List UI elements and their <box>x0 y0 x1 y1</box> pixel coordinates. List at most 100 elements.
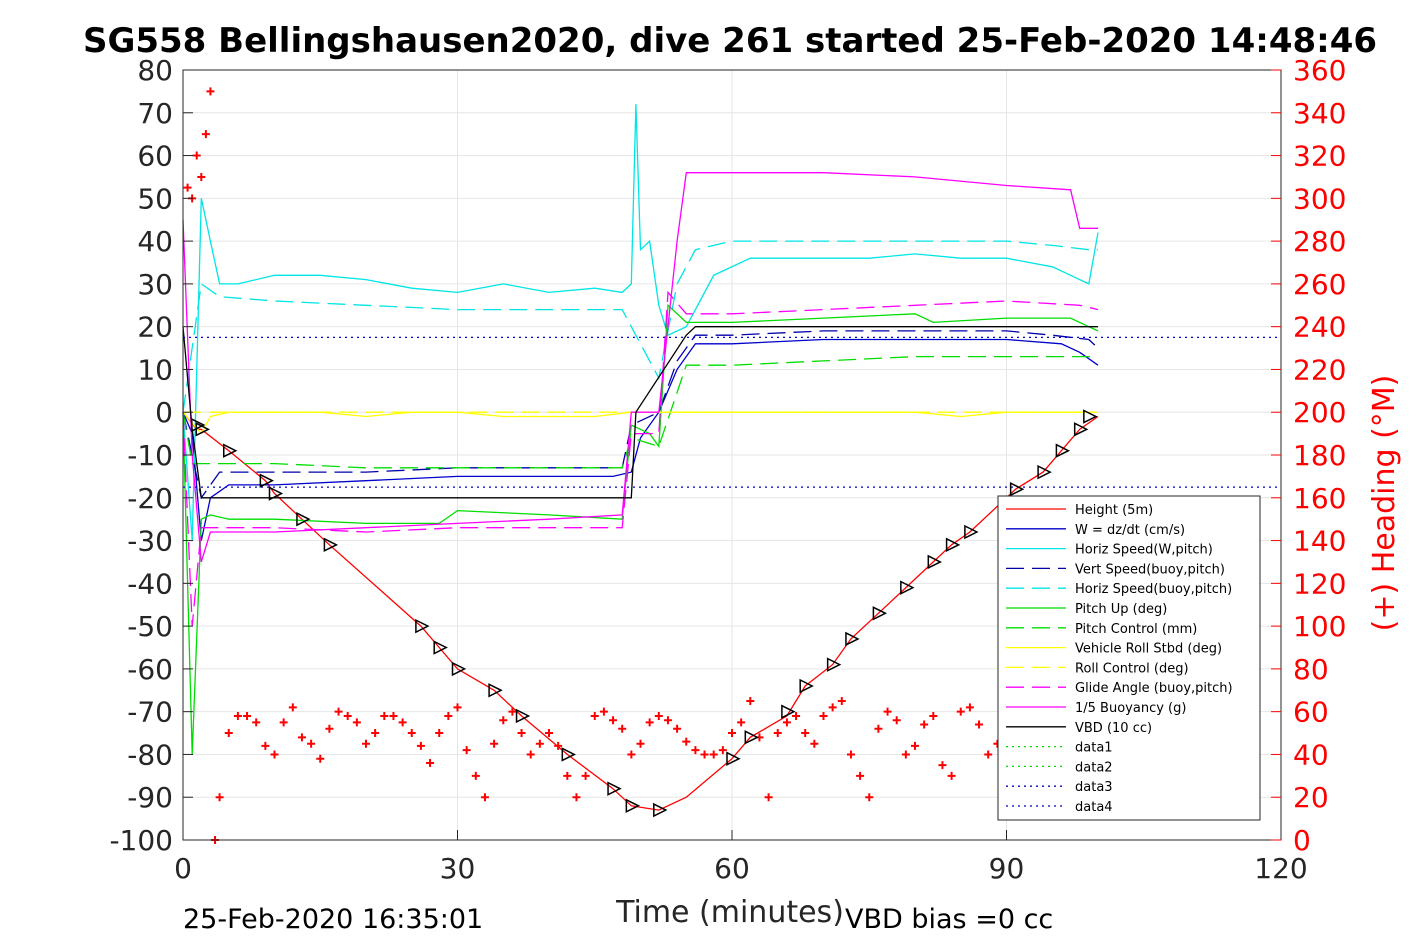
height-marker <box>433 640 448 655</box>
heading-point <box>233 711 242 720</box>
heading-point <box>307 739 316 748</box>
height-marker <box>872 606 888 621</box>
heading-point <box>343 711 352 720</box>
heading-point <box>407 729 416 738</box>
heading-point <box>352 718 361 727</box>
footer-vbd-bias: VBD bias =0 cc <box>845 904 1053 935</box>
height-marker <box>190 417 206 433</box>
heading-point <box>288 703 297 712</box>
legend-label: Height (5m) <box>1075 503 1153 518</box>
y-right-tick-label: 180 <box>1293 439 1346 472</box>
height-marker <box>1073 422 1089 437</box>
series-line <box>182 355 1098 469</box>
heading-point <box>371 729 380 738</box>
heading-series <box>183 87 1038 844</box>
heading-point <box>911 741 919 750</box>
y-tick-label: 0 <box>155 396 173 429</box>
x-tick-label: 120 <box>1254 852 1307 885</box>
y-right-tick-label: 300 <box>1293 182 1346 215</box>
heading-point <box>572 793 581 802</box>
heading-point <box>764 793 773 802</box>
heading-point <box>792 711 801 720</box>
y-right-tick-label: 280 <box>1293 225 1346 258</box>
y-tick-label: -20 <box>127 482 173 515</box>
height-marker <box>653 802 668 818</box>
height-marker <box>964 524 979 540</box>
heading-point <box>874 724 883 733</box>
heading-point <box>627 750 636 759</box>
height-marker <box>223 443 238 458</box>
heading-point <box>654 711 663 720</box>
heading-point <box>517 729 526 738</box>
heading-point <box>846 750 855 759</box>
y-tick-label: -40 <box>127 567 173 600</box>
heading-point <box>801 729 810 738</box>
heading-point <box>663 716 672 725</box>
y-tick-label: -90 <box>127 781 173 814</box>
heading-point <box>416 741 425 750</box>
heading-point <box>535 739 544 748</box>
height-marker <box>726 751 741 766</box>
x-tick-label: 60 <box>714 852 750 885</box>
y-right-tick-label: 340 <box>1293 97 1346 130</box>
y-right-tick-label: 320 <box>1293 140 1346 173</box>
series-line <box>182 303 1099 755</box>
heading-point <box>709 750 718 759</box>
heading-point <box>197 172 206 181</box>
legend-label: Pitch Control (mm) <box>1075 622 1197 637</box>
heading-point <box>334 707 343 716</box>
y-tick-label: 50 <box>137 182 173 215</box>
heading-point <box>526 750 535 759</box>
heading-point <box>956 707 965 716</box>
heading-point <box>362 739 370 748</box>
heading-point <box>252 718 261 727</box>
heading-point <box>819 711 828 720</box>
heading-point <box>453 703 462 712</box>
x-axis: 0 30 60 90 120 <box>174 830 1308 885</box>
y-right-tick-label: 120 <box>1293 567 1346 600</box>
heading-point <box>618 724 627 733</box>
heading-point <box>645 718 654 727</box>
heading-point <box>773 729 782 738</box>
legend: Height (5m) W = dz/dt (cm/s) Horiz Speed(W… <box>997 495 1261 821</box>
legend-label: Glide Angle (buoy,pitch) <box>1075 681 1233 696</box>
y-right-tick-label: 60 <box>1293 696 1329 729</box>
legend-label: data4 <box>1075 800 1113 815</box>
legend-label: Roll Control (deg) <box>1075 661 1189 676</box>
heading-point <box>700 750 709 759</box>
heading-point <box>856 771 865 780</box>
y-right-tick-label: 260 <box>1293 268 1346 301</box>
legend-label: 1/5 Buoyancy (g) <box>1075 701 1186 716</box>
heading-point <box>892 716 901 725</box>
height-marker <box>781 704 796 719</box>
height-marker <box>945 537 961 553</box>
heading-point <box>554 741 563 750</box>
heading-point <box>590 711 599 720</box>
y-right-tick-label: 360 <box>1293 54 1346 87</box>
heading-point <box>270 750 279 759</box>
heading-point <box>984 750 993 759</box>
y-right-tick-label: 140 <box>1293 525 1346 558</box>
heading-point <box>810 739 819 748</box>
heading-point <box>545 729 553 738</box>
y-tick-label: 10 <box>137 353 173 386</box>
legend-label: data1 <box>1075 741 1113 756</box>
heading-point <box>201 130 210 139</box>
height-marker <box>845 631 860 647</box>
heading-point <box>192 151 201 160</box>
heading-point <box>462 746 471 755</box>
y-axis-right-label: (+) Heading (°M) <box>1367 375 1402 632</box>
y-axis-left: 80 70 60 50 40 30 20 10 0 -10 -20 -30 -40 -50 -60 -70 -8… <box>109 54 193 857</box>
series-line <box>182 330 1099 500</box>
y-tick-label: 70 <box>137 97 173 130</box>
heading-point <box>609 716 618 725</box>
y-tick-label: 80 <box>137 54 173 87</box>
heading-point <box>380 711 389 720</box>
legend-label: Pitch Up (deg) <box>1075 602 1167 617</box>
y-tick-label: -50 <box>127 610 173 643</box>
heading-point <box>828 703 837 712</box>
height-marker <box>799 678 814 694</box>
heading-point <box>444 711 453 720</box>
height-marker <box>259 473 275 488</box>
heading-point <box>325 724 334 733</box>
